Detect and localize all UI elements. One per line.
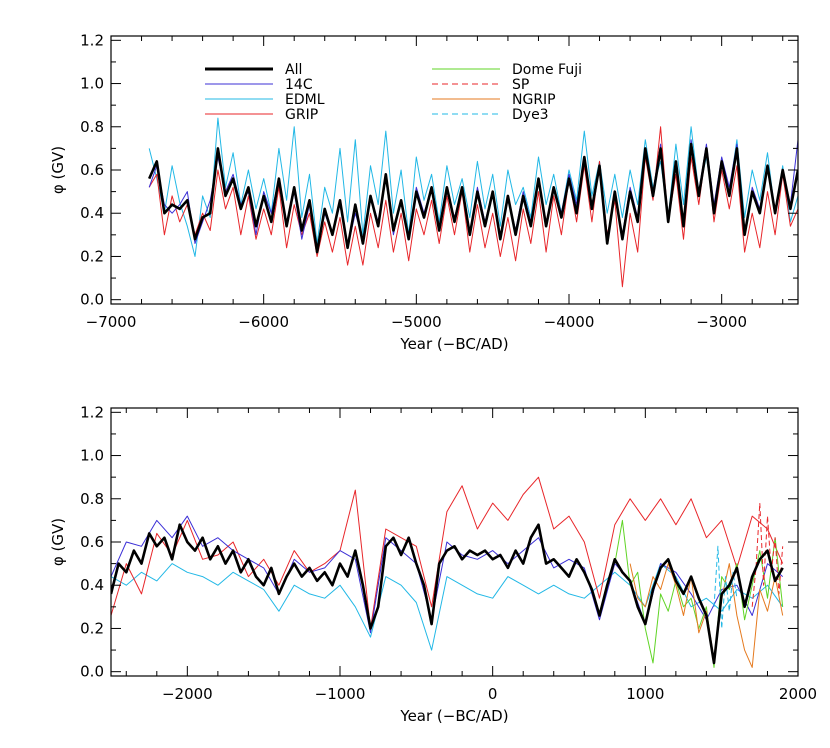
bottom-panel: −2000 −1000 0 1000 2000 0.0 0.2 0.4 0.6 0.8 1.0 1.2… (49, 403, 817, 725)
y-tick-label: 1.0 (80, 75, 104, 93)
x-tick-label: −2000 (162, 685, 213, 703)
y-tick-label: 0.6 (80, 161, 104, 179)
top-panel: −7000 −6000 −5000 −4000 −3000 0.0 0.2 0.4 0.6 0.8… (49, 31, 799, 353)
series-line-grip (111, 476, 784, 629)
x-tick-label: −7000 (86, 313, 137, 331)
legend-label-14c: 14C (285, 77, 313, 93)
x-tick-label: −4000 (544, 313, 595, 331)
legend-label-dome-fuji: Dome Fuji (512, 62, 582, 78)
series-line-edml (148, 117, 798, 257)
series-line-dye3 (713, 545, 738, 629)
y-tick-label: 0.4 (80, 204, 104, 222)
series-line-14c (111, 515, 784, 634)
plot-frame (110, 407, 799, 677)
series-line-all (148, 142, 798, 254)
legend-label-dye3: Dye3 (512, 107, 549, 123)
legend-label-grip: GRIP (285, 107, 318, 123)
x-tick-label: 0 (488, 685, 498, 703)
series-group (111, 476, 784, 668)
series-group (148, 117, 798, 288)
x-tick-label: 1000 (626, 685, 664, 703)
y-tick-label: 0.2 (80, 619, 104, 637)
y-tick-label: 0.8 (80, 118, 104, 136)
x-axis-label: Year (−BC/AD) (399, 335, 508, 353)
x-tick-label: −5000 (391, 313, 442, 331)
legend-label-edml: EDML (285, 92, 325, 108)
series-line-edml (111, 563, 784, 651)
y-tick-label: 0.4 (80, 576, 104, 594)
x-tick-label: −1000 (315, 685, 366, 703)
y-tick-label: 1.0 (80, 447, 104, 465)
legend-label-all: All (285, 62, 302, 78)
y-axis-label: φ (GV) (49, 518, 67, 566)
y-tick-label: 0.0 (80, 291, 104, 309)
x-tick-label: −3000 (696, 313, 747, 331)
y-tick-label: 0.0 (80, 663, 104, 681)
series-line-all (111, 523, 784, 665)
x-axis-label: Year (−BC/AD) (399, 707, 508, 725)
legend-label-sp: SP (512, 77, 529, 93)
y-tick-label: 0.6 (80, 533, 104, 551)
x-tick-label: −6000 (238, 313, 289, 331)
legend-label-ngrip: NGRIP (512, 92, 556, 108)
y-tick-label: 0.2 (80, 247, 104, 265)
y-tick-label: 1.2 (80, 403, 104, 421)
y-tick-label: 1.2 (80, 31, 104, 49)
y-axis-label: φ (GV) (49, 146, 67, 194)
y-tick-label: 0.8 (80, 490, 104, 508)
x-tick-label: 2000 (779, 685, 817, 703)
